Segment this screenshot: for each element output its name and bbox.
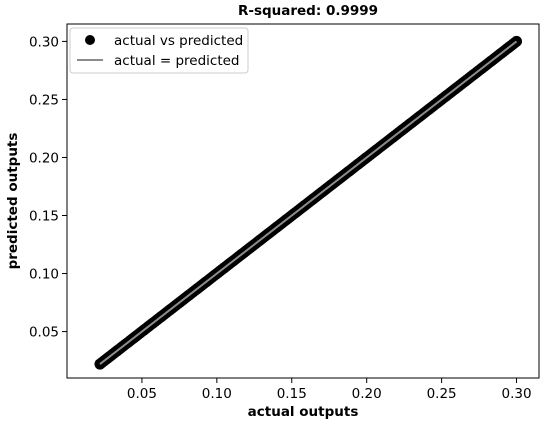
y-tick-label: 0.10: [29, 267, 59, 283]
y-tick-label: 0.05: [29, 325, 59, 341]
legend: actual vs predicted actual = predicted: [69, 27, 249, 74]
y-tick-label: 0.15: [29, 209, 59, 225]
x-tick-label: 0.05: [127, 386, 157, 402]
y-axis-title: predicted outputs: [5, 133, 21, 270]
x-tick-label: 0.25: [427, 386, 457, 402]
x-axis-title: actual outputs: [248, 404, 359, 420]
x-tick-label: 0.15: [277, 386, 307, 402]
x-axis-ticks: 0.05 0.10 0.15 0.20 0.25 0.30: [127, 378, 532, 402]
chart-title: R-squared: 0.9999: [238, 3, 378, 19]
legend-label-scatter: actual vs predicted: [114, 33, 243, 49]
legend-marker-scatter: [85, 35, 95, 45]
y-axis-ticks: 0.05 0.10 0.15 0.20 0.25 0.30: [29, 34, 67, 341]
data-marks: [94, 35, 523, 370]
plot-area: [66, 23, 540, 379]
legend-box: [69, 27, 249, 74]
x-tick-label: 0.20: [352, 386, 382, 402]
legend-label-line: actual = predicted: [114, 53, 240, 69]
plot-frame: [66, 23, 540, 379]
identity-line: [99, 40, 518, 365]
y-tick-label: 0.25: [29, 92, 59, 108]
x-tick-label: 0.30: [501, 386, 531, 402]
x-tick-label: 0.10: [202, 386, 232, 402]
y-tick-label: 0.20: [29, 150, 59, 166]
y-tick-label: 0.30: [29, 34, 59, 50]
